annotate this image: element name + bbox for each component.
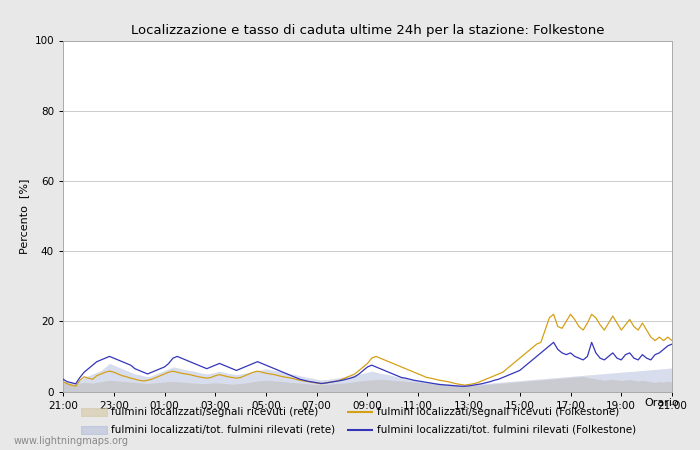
Text: Orario: Orario — [644, 398, 679, 408]
Text: www.lightningmaps.org: www.lightningmaps.org — [14, 436, 129, 446]
Text: fulmini localizzati/tot. fulmini rilevati (Folkestone): fulmini localizzati/tot. fulmini rilevat… — [377, 425, 636, 435]
Text: fulmini localizzati/segnali ricevuti (rete): fulmini localizzati/segnali ricevuti (re… — [111, 407, 318, 417]
Title: Localizzazione e tasso di caduta ultime 24h per la stazione: Folkestone: Localizzazione e tasso di caduta ultime … — [131, 23, 604, 36]
Text: fulmini localizzati/tot. fulmini rilevati (rete): fulmini localizzati/tot. fulmini rilevat… — [111, 425, 335, 435]
Text: fulmini localizzati/segnali ricevuti (Folkestone): fulmini localizzati/segnali ricevuti (Fo… — [377, 407, 619, 417]
Y-axis label: Percento  [%]: Percento [%] — [19, 178, 29, 254]
